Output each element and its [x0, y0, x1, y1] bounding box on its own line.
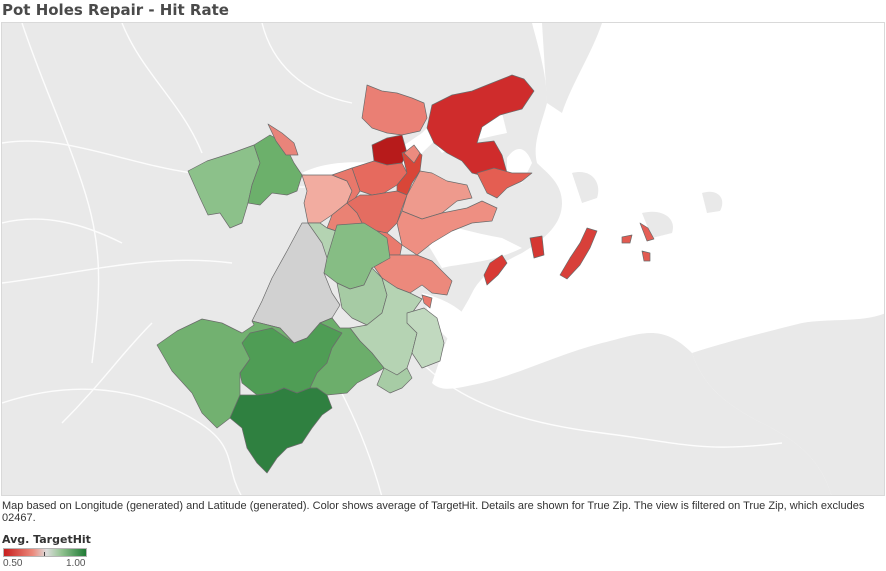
legend-max-label: 1.00: [66, 558, 86, 569]
zip-region[interactable]: [621, 234, 633, 244]
zip-region[interactable]: [639, 222, 655, 242]
zip-region[interactable]: [559, 227, 598, 280]
legend-min-label: 0.50: [3, 558, 23, 569]
zip-regions: [156, 74, 655, 474]
legend-title: Avg. TargetHit: [2, 533, 91, 546]
map-caption: Map based on Longitude (generated) and L…: [2, 500, 865, 524]
map-view[interactable]: [1, 22, 885, 496]
legend-midpoint-tick: [44, 552, 45, 556]
zip-region[interactable]: [267, 123, 299, 156]
zip-region[interactable]: [421, 294, 433, 309]
zip-region[interactable]: [406, 307, 445, 369]
zip-region[interactable]: [229, 387, 333, 474]
zip-region[interactable]: [309, 317, 385, 396]
zip-region[interactable]: [426, 74, 535, 179]
zip-region[interactable]: [361, 84, 428, 136]
zip-region[interactable]: [641, 250, 651, 262]
zip-region[interactable]: [476, 167, 533, 199]
zip-region[interactable]: [529, 235, 545, 259]
legend-color-ramp: [3, 548, 87, 557]
map-title: Pot Holes Repair - Hit Rate: [2, 1, 229, 19]
zip-region[interactable]: [396, 200, 498, 256]
zip-region[interactable]: [483, 254, 508, 286]
road-lines: [2, 23, 783, 495]
zip-region[interactable]: [403, 144, 421, 164]
coastal-land: [542, 23, 884, 495]
zip-region[interactable]: [376, 367, 413, 394]
